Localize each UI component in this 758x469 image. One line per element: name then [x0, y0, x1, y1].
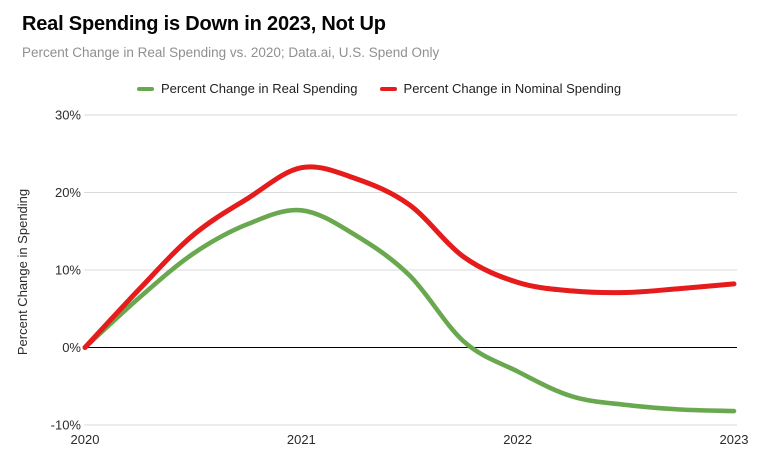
x-tick-label: 2020 [71, 432, 100, 447]
legend-item-real: Percent Change in Real Spending [136, 81, 358, 96]
real-series-line [82, 207, 737, 414]
legend-label-nominal: Percent Change in Nominal Spending [403, 81, 622, 96]
legend-label-real: Percent Change in Real Spending [160, 81, 358, 96]
y-tick-label: 20% [55, 185, 81, 200]
chart-title: Real Spending is Down in 2023, Not Up [22, 13, 386, 35]
legend-swatch-real-icon [136, 86, 154, 91]
legend: Percent Change in Real Spending Percent … [0, 80, 758, 97]
x-tick-label: 2021 [287, 432, 316, 447]
y-tick-label: 0% [62, 340, 81, 355]
legend-item-nominal: Percent Change in Nominal Spending [379, 81, 622, 96]
x-tick-label: 2023 [720, 432, 749, 447]
legend-swatch-nominal-icon [379, 86, 397, 91]
y-tick-label: -10% [51, 418, 82, 433]
y-axis-title: Percent Change in Spending [15, 189, 30, 355]
chart-subtitle: Percent Change in Real Spending vs. 2020… [22, 45, 440, 60]
y-tick-label: 10% [55, 263, 81, 278]
x-tick-label: 2022 [503, 432, 532, 447]
nominal-series-line [82, 164, 737, 350]
y-tick-label: 30% [55, 108, 81, 123]
